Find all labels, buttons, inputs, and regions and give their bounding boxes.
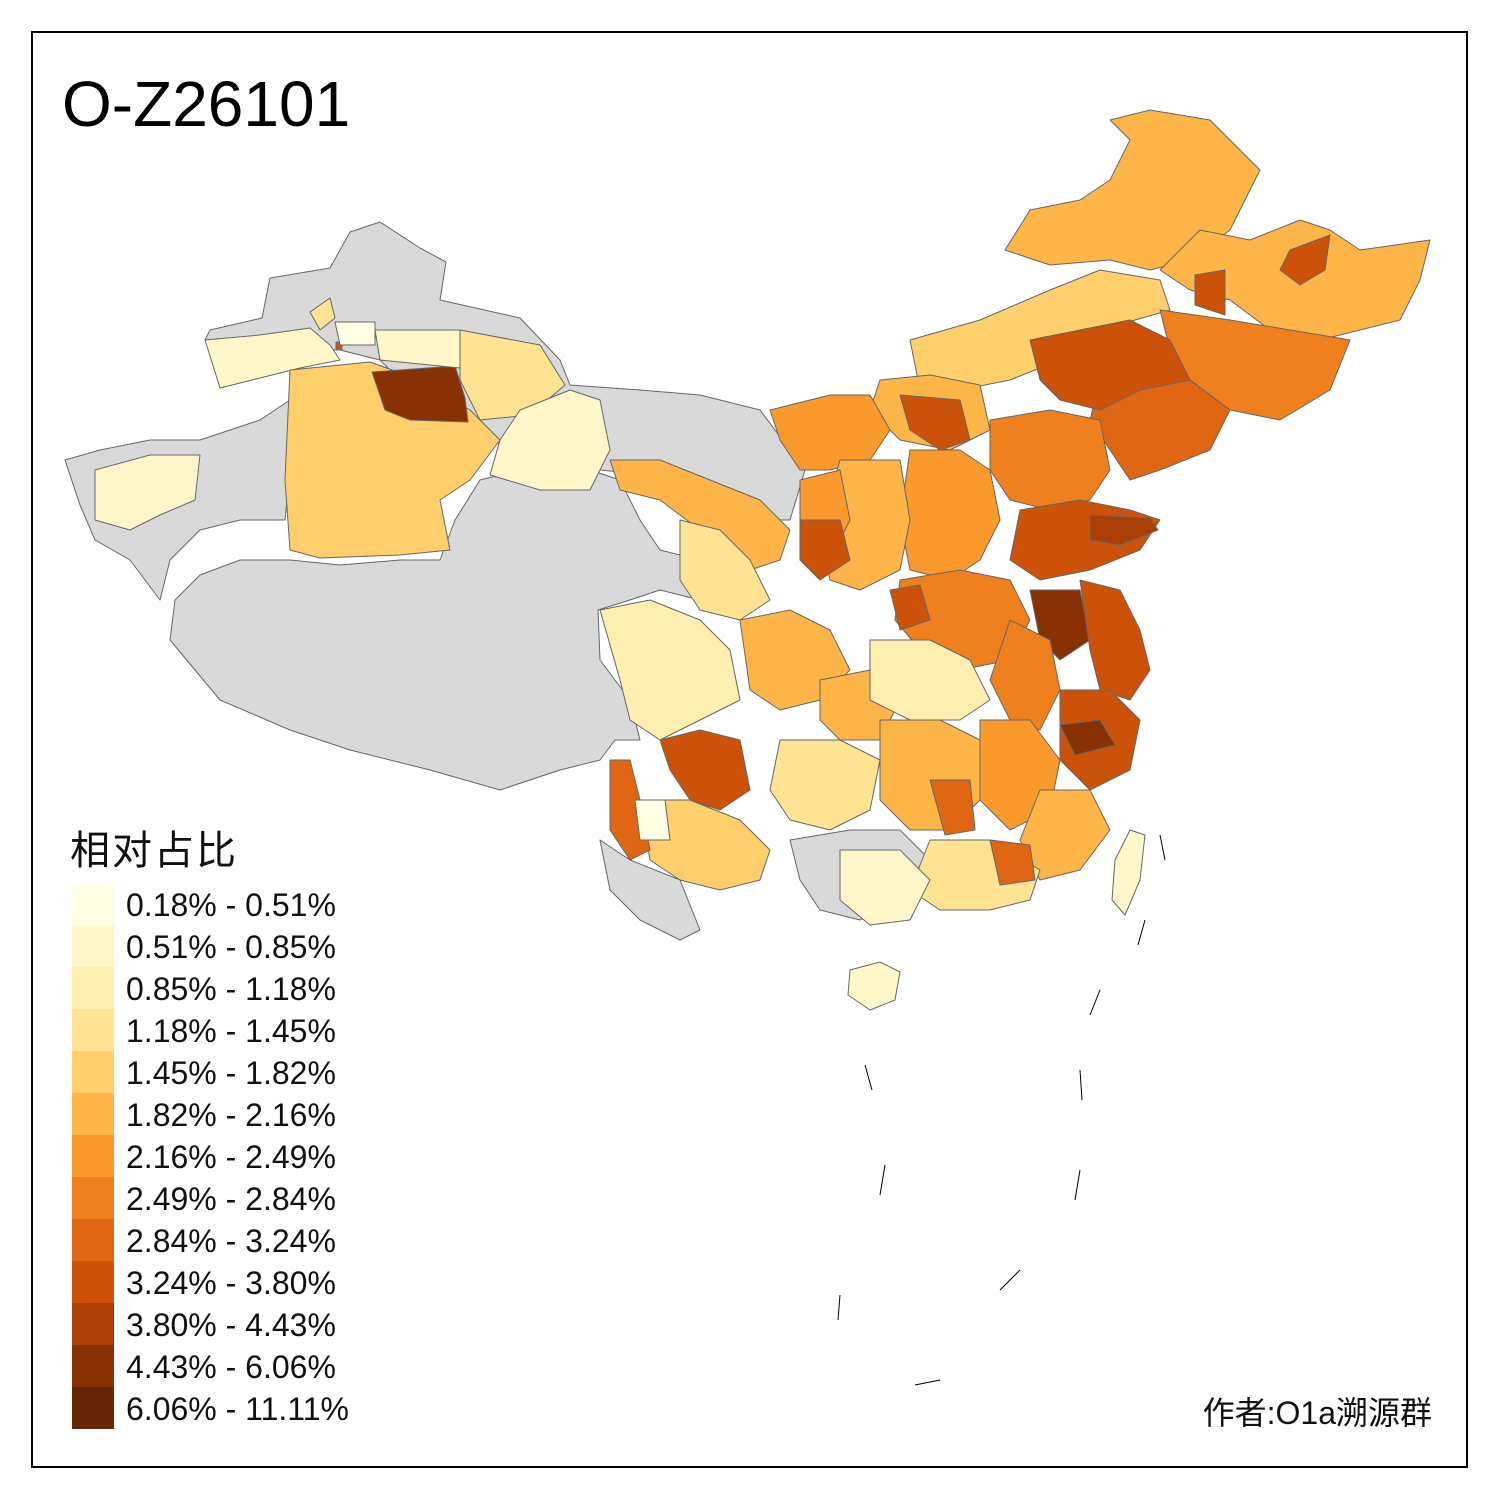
region-heilongjiang-dark [1279, 234, 1331, 286]
legend-swatch [72, 883, 114, 925]
legend-label: 2.84% - 3.24% [126, 1223, 336, 1259]
region-gansu [609, 459, 791, 571]
region-gansu-dark [799, 519, 851, 581]
legend-label: 2.16% - 2.49% [126, 1139, 336, 1175]
region-xj-hami [489, 389, 611, 491]
legend-label: 4.43% - 6.06% [126, 1349, 336, 1385]
legend-label: 0.85% - 1.18% [126, 971, 336, 1007]
region-beijing-hebei [989, 409, 1111, 511]
legend-label: 0.18% - 0.51% [126, 887, 336, 923]
region-xj-yili [309, 297, 336, 331]
region-xj-kashgar [94, 454, 201, 531]
legend-swatch [72, 1387, 114, 1429]
legend-item: 4.43% - 6.06% [72, 1345, 392, 1387]
region-yunnan-white [634, 799, 671, 841]
legend-swatch [72, 1177, 114, 1219]
region-henan-dark [889, 584, 931, 631]
legend-swatch [72, 1261, 114, 1303]
region-guangdong-dark [989, 839, 1036, 886]
legend-label: 1.18% - 1.45% [126, 1013, 336, 1049]
legend-label: 6.06% - 11.11% [126, 1391, 349, 1427]
author-credit: 作者:O1a溯源群 [1202, 1395, 1432, 1431]
legend-swatch [72, 1093, 114, 1135]
legend-label: 2.49% - 2.84% [126, 1181, 336, 1217]
region-shanxi [899, 449, 1001, 581]
map-frame [31, 31, 1468, 1468]
legend-swatch [72, 1303, 114, 1345]
south-sea-islands [837, 834, 1166, 1386]
region-hunan-dark [929, 779, 976, 836]
region-xj-white [334, 321, 376, 346]
legend-item: 3.24% - 3.80% [72, 1261, 392, 1303]
legend-swatch [72, 1051, 114, 1093]
legend-item: 0.18% - 0.51% [72, 883, 392, 925]
legend-item: 2.49% - 2.84% [72, 1177, 392, 1219]
legend-item: 0.85% - 1.18% [72, 967, 392, 1009]
legend-item: 3.80% - 4.43% [72, 1303, 392, 1345]
legend-swatch [72, 1345, 114, 1387]
region-qinghai-east [679, 519, 771, 621]
legend-label: 1.45% - 1.82% [126, 1055, 336, 1091]
region-harbin-dark [1194, 269, 1226, 316]
region-liangshan-dark [659, 729, 751, 811]
legend: 0.18% - 0.51% 0.51% - 0.85% 0.85% - 1.18% 1… [72, 883, 392, 1429]
legend-item: 2.16% - 2.49% [72, 1135, 392, 1177]
region-hulunbuir [1004, 109, 1261, 271]
legend-title: 相对占比 [70, 829, 238, 873]
region-hainan [847, 961, 901, 1011]
region-yunnan-south-nodata [599, 839, 701, 941]
legend-swatch [72, 925, 114, 967]
region-guizhou [769, 739, 881, 831]
legend-item: 1.45% - 1.82% [72, 1051, 392, 1093]
region-shandong [1009, 499, 1161, 581]
region-fujian [1019, 789, 1111, 881]
legend-swatch [72, 1009, 114, 1051]
legend-item: 6.06% - 11.11% [72, 1387, 392, 1429]
region-sichuan-west [599, 599, 741, 741]
map-title: O-Z26101 [62, 68, 351, 140]
region-inner-mongolia-east-dark [1029, 319, 1191, 411]
region-guangxi [839, 849, 931, 926]
legend-swatch [72, 967, 114, 1009]
legend-label: 1.82% - 2.16% [126, 1097, 336, 1133]
legend-item: 0.51% - 0.85% [72, 925, 392, 967]
legend-label: 3.24% - 3.80% [126, 1265, 336, 1301]
legend-label: 3.80% - 4.43% [126, 1307, 336, 1343]
legend-item: 1.18% - 1.45% [72, 1009, 392, 1051]
legend-item: 1.82% - 2.16% [72, 1093, 392, 1135]
legend-item: 2.84% - 3.24% [72, 1219, 392, 1261]
region-hubei [869, 639, 991, 721]
legend-swatch [72, 1219, 114, 1261]
legend-swatch [72, 1135, 114, 1177]
region-anhui [989, 619, 1061, 731]
legend-label: 0.51% - 0.85% [126, 929, 336, 965]
region-xj-north-mid [374, 329, 461, 369]
region-ordos-dark [899, 394, 971, 451]
region-xj-north-light [204, 327, 341, 389]
region-taiwan [1111, 829, 1146, 916]
region-shandong-coast [1089, 514, 1159, 546]
region-jiangsu [1079, 579, 1151, 701]
region-zhejiang-hot [1059, 719, 1116, 756]
region-yunnan [639, 799, 771, 891]
